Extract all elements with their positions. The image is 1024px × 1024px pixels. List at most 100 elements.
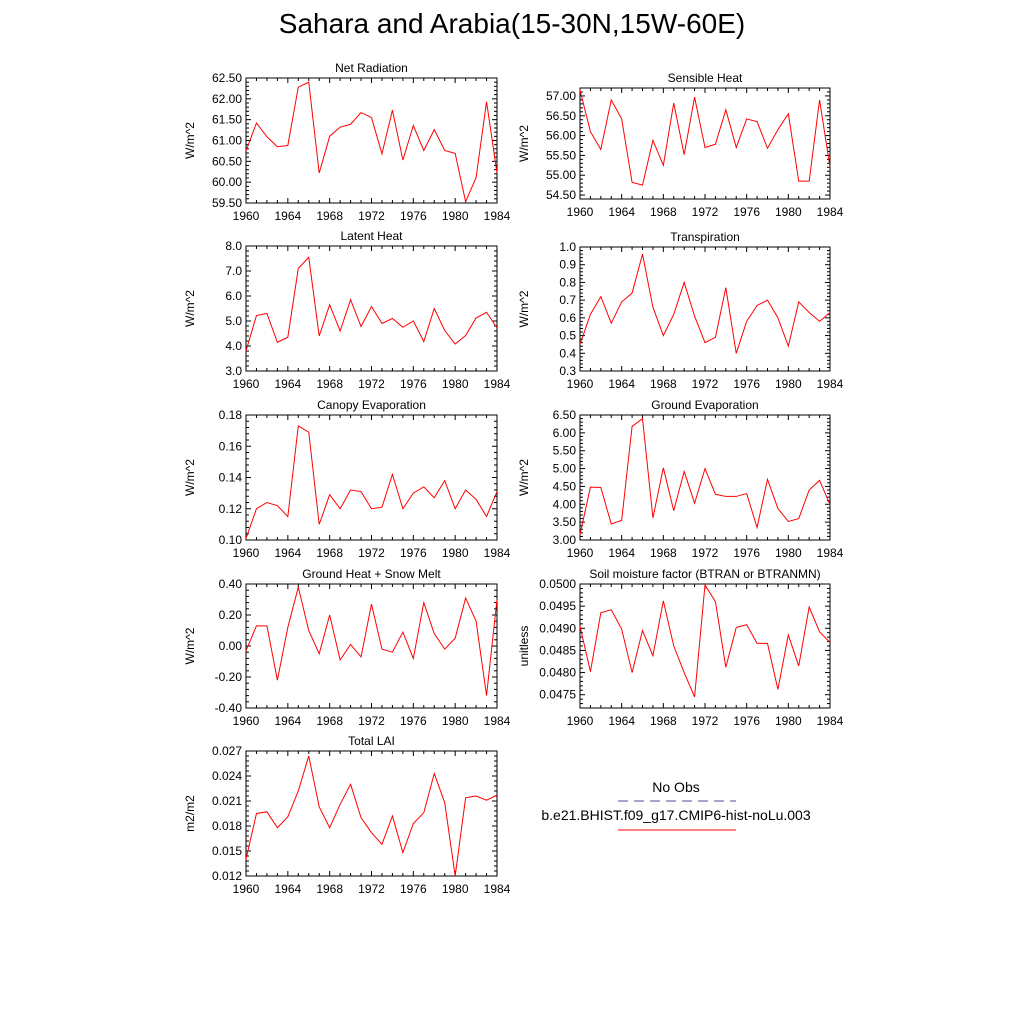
x-tick-label: 1984: [817, 546, 844, 560]
x-tick-label: 1980: [775, 714, 802, 728]
y-axis-label: W/m^2: [183, 459, 197, 496]
y-tick-label: 0.8: [559, 275, 576, 289]
y-tick-label: 0.00: [219, 639, 243, 653]
x-tick-label: 1980: [775, 377, 802, 391]
y-tick-label: 0.027: [212, 744, 242, 758]
y-tick-label: 4.50: [553, 479, 577, 493]
x-tick-label: 1976: [400, 209, 427, 223]
x-tick-label: 1964: [274, 882, 301, 896]
y-tick-label: 0.10: [219, 533, 243, 547]
y-tick-label: 0.3: [559, 364, 576, 378]
y-tick-label: 55.50: [546, 148, 576, 162]
panel-frame: [579, 414, 831, 541]
x-tick-label: 1972: [358, 714, 385, 728]
x-tick-label: 1968: [316, 546, 343, 560]
y-axis-label: m2/m2: [183, 795, 197, 832]
x-tick-label: 1968: [316, 377, 343, 391]
panel-title: Total LAI: [348, 734, 395, 748]
x-tick-label: 1968: [650, 377, 677, 391]
x-tick-label: 1976: [400, 546, 427, 560]
x-tick-label: 1972: [692, 377, 719, 391]
x-tick-label: 1968: [316, 882, 343, 896]
x-tick-label: 1980: [442, 714, 469, 728]
panel-6: 1960 1964 1968 1972 1976 1980 1984 -0.40 -0.20 0.…: [183, 567, 511, 728]
panel-0: 1960 1964 1968 1972 1976 1980 1984 59.50 60.00 60…: [183, 61, 511, 223]
panel-title: Ground Evaporation: [651, 398, 758, 412]
y-tick-label: 61.00: [212, 134, 242, 148]
panel-frame: [579, 246, 831, 372]
x-tick-label: 1976: [400, 714, 427, 728]
series-line: [579, 89, 831, 186]
y-tick-label: 6.0: [225, 289, 242, 303]
x-tick-label: 1964: [274, 377, 301, 391]
x-tick-label: 1972: [358, 546, 385, 560]
x-tick-label: 1960: [567, 205, 594, 219]
y-tick-label: 57.00: [546, 89, 576, 103]
y-tick-label: 0.0480: [539, 666, 576, 680]
x-tick-label: 1960: [233, 209, 260, 223]
panel-frame: [245, 414, 498, 541]
legend: No Obs b.e21.BHIST.f09_g17.CMIP6-hist-no…: [541, 779, 811, 831]
y-tick-label: 56.00: [546, 129, 576, 143]
panel-title: Sensible Heat: [668, 71, 743, 85]
y-tick-label: 0.18: [219, 408, 243, 422]
x-tick-label: 1980: [442, 209, 469, 223]
y-tick-label: 8.0: [225, 239, 242, 253]
panel-4: 1960 1964 1968 1972 1976 1980 1984 0.10 0.12 0.14…: [183, 398, 511, 560]
y-tick-label: 0.018: [212, 819, 242, 833]
panel-title: Ground Heat + Snow Melt: [302, 567, 441, 581]
x-tick-label: 1972: [692, 546, 719, 560]
x-tick-label: 1960: [233, 882, 260, 896]
x-tick-label: 1964: [274, 209, 301, 223]
x-tick-label: 1984: [484, 714, 511, 728]
series-line: [579, 253, 831, 354]
panel-title: Latent Heat: [340, 229, 403, 243]
x-tick-label: 1984: [484, 377, 511, 391]
x-tick-label: 1976: [400, 377, 427, 391]
legend-obs-label: No Obs: [652, 779, 699, 795]
y-tick-label: 0.0495: [539, 599, 576, 613]
y-tick-label: 55.00: [546, 168, 576, 182]
y-axis-label: W/m^2: [183, 290, 197, 327]
y-tick-label: 0.20: [219, 608, 243, 622]
y-tick-label: 5.0: [225, 314, 242, 328]
y-tick-label: 6.00: [553, 426, 577, 440]
series-line: [579, 583, 831, 698]
x-tick-label: 1980: [775, 205, 802, 219]
y-axis-label: W/m^2: [517, 125, 531, 162]
y-tick-label: 5.00: [553, 462, 577, 476]
panel-frame: [245, 77, 498, 204]
figure-title: Sahara and Arabia(15-30N,15W-60E): [278, 8, 746, 39]
panel-7: 1960 1964 1968 1972 1976 1980 1984 0.0475 0.0480…: [517, 567, 844, 728]
x-tick-label: 1960: [233, 714, 260, 728]
y-tick-label: 0.7: [559, 293, 576, 307]
x-tick-label: 1984: [484, 546, 511, 560]
x-tick-label: 1980: [775, 546, 802, 560]
x-tick-label: 1960: [567, 546, 594, 560]
panel-5: 1960 1964 1968 1972 1976 1980 1984 3.00 3.50 4.00…: [517, 398, 844, 560]
x-tick-label: 1960: [233, 377, 260, 391]
x-tick-label: 1968: [650, 714, 677, 728]
panel-3: 1960 1964 1968 1972 1976 1980 1984 0.3 0.4 0.5 0.6…: [517, 230, 844, 391]
x-tick-label: 1964: [608, 377, 635, 391]
y-tick-label: 5.50: [553, 444, 577, 458]
y-tick-label: 60.50: [212, 154, 242, 168]
panel-frame: [245, 245, 498, 372]
y-tick-label: 6.50: [553, 408, 577, 422]
x-tick-label: 1976: [400, 882, 427, 896]
x-tick-label: 1976: [733, 377, 760, 391]
y-tick-label: 0.12: [219, 502, 243, 516]
y-tick-label: 0.40: [219, 577, 243, 591]
x-tick-label: 1964: [608, 205, 635, 219]
x-tick-label: 1972: [692, 714, 719, 728]
panel-frame: [245, 750, 498, 877]
x-tick-label: 1972: [358, 209, 385, 223]
x-tick-label: 1960: [567, 377, 594, 391]
y-tick-label: 0.0475: [539, 688, 576, 702]
x-tick-label: 1964: [608, 714, 635, 728]
y-tick-label: 3.0: [225, 364, 242, 378]
x-tick-label: 1984: [484, 209, 511, 223]
y-tick-label: 0.015: [212, 844, 242, 858]
y-tick-label: 0.012: [212, 869, 242, 883]
y-tick-label: 3.50: [553, 515, 577, 529]
